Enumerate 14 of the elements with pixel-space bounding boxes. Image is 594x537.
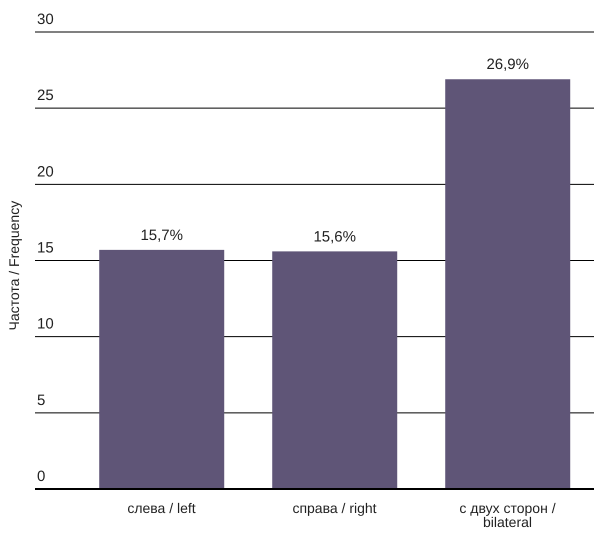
x-tick-label: слева / left xyxy=(127,500,196,516)
x-tick-label: с двух сторон / bilateral xyxy=(459,500,556,530)
y-tick-label: 10 xyxy=(37,316,54,333)
data-label: 15,7% xyxy=(140,226,183,244)
data-label: 26,9% xyxy=(486,56,529,74)
y-tick-label: 0 xyxy=(37,468,46,485)
y-tick-label: 30 xyxy=(37,11,54,28)
y-tick-label: 5 xyxy=(37,392,46,409)
y-axis-title: Частота / Frequency xyxy=(6,200,22,330)
y-tick-label: 25 xyxy=(37,87,54,104)
data-label: 15,6% xyxy=(313,228,356,246)
x-tick-label: справа / right xyxy=(292,500,377,516)
y-tick-label: 15 xyxy=(37,240,54,256)
y-tick-label: 20 xyxy=(37,163,54,180)
